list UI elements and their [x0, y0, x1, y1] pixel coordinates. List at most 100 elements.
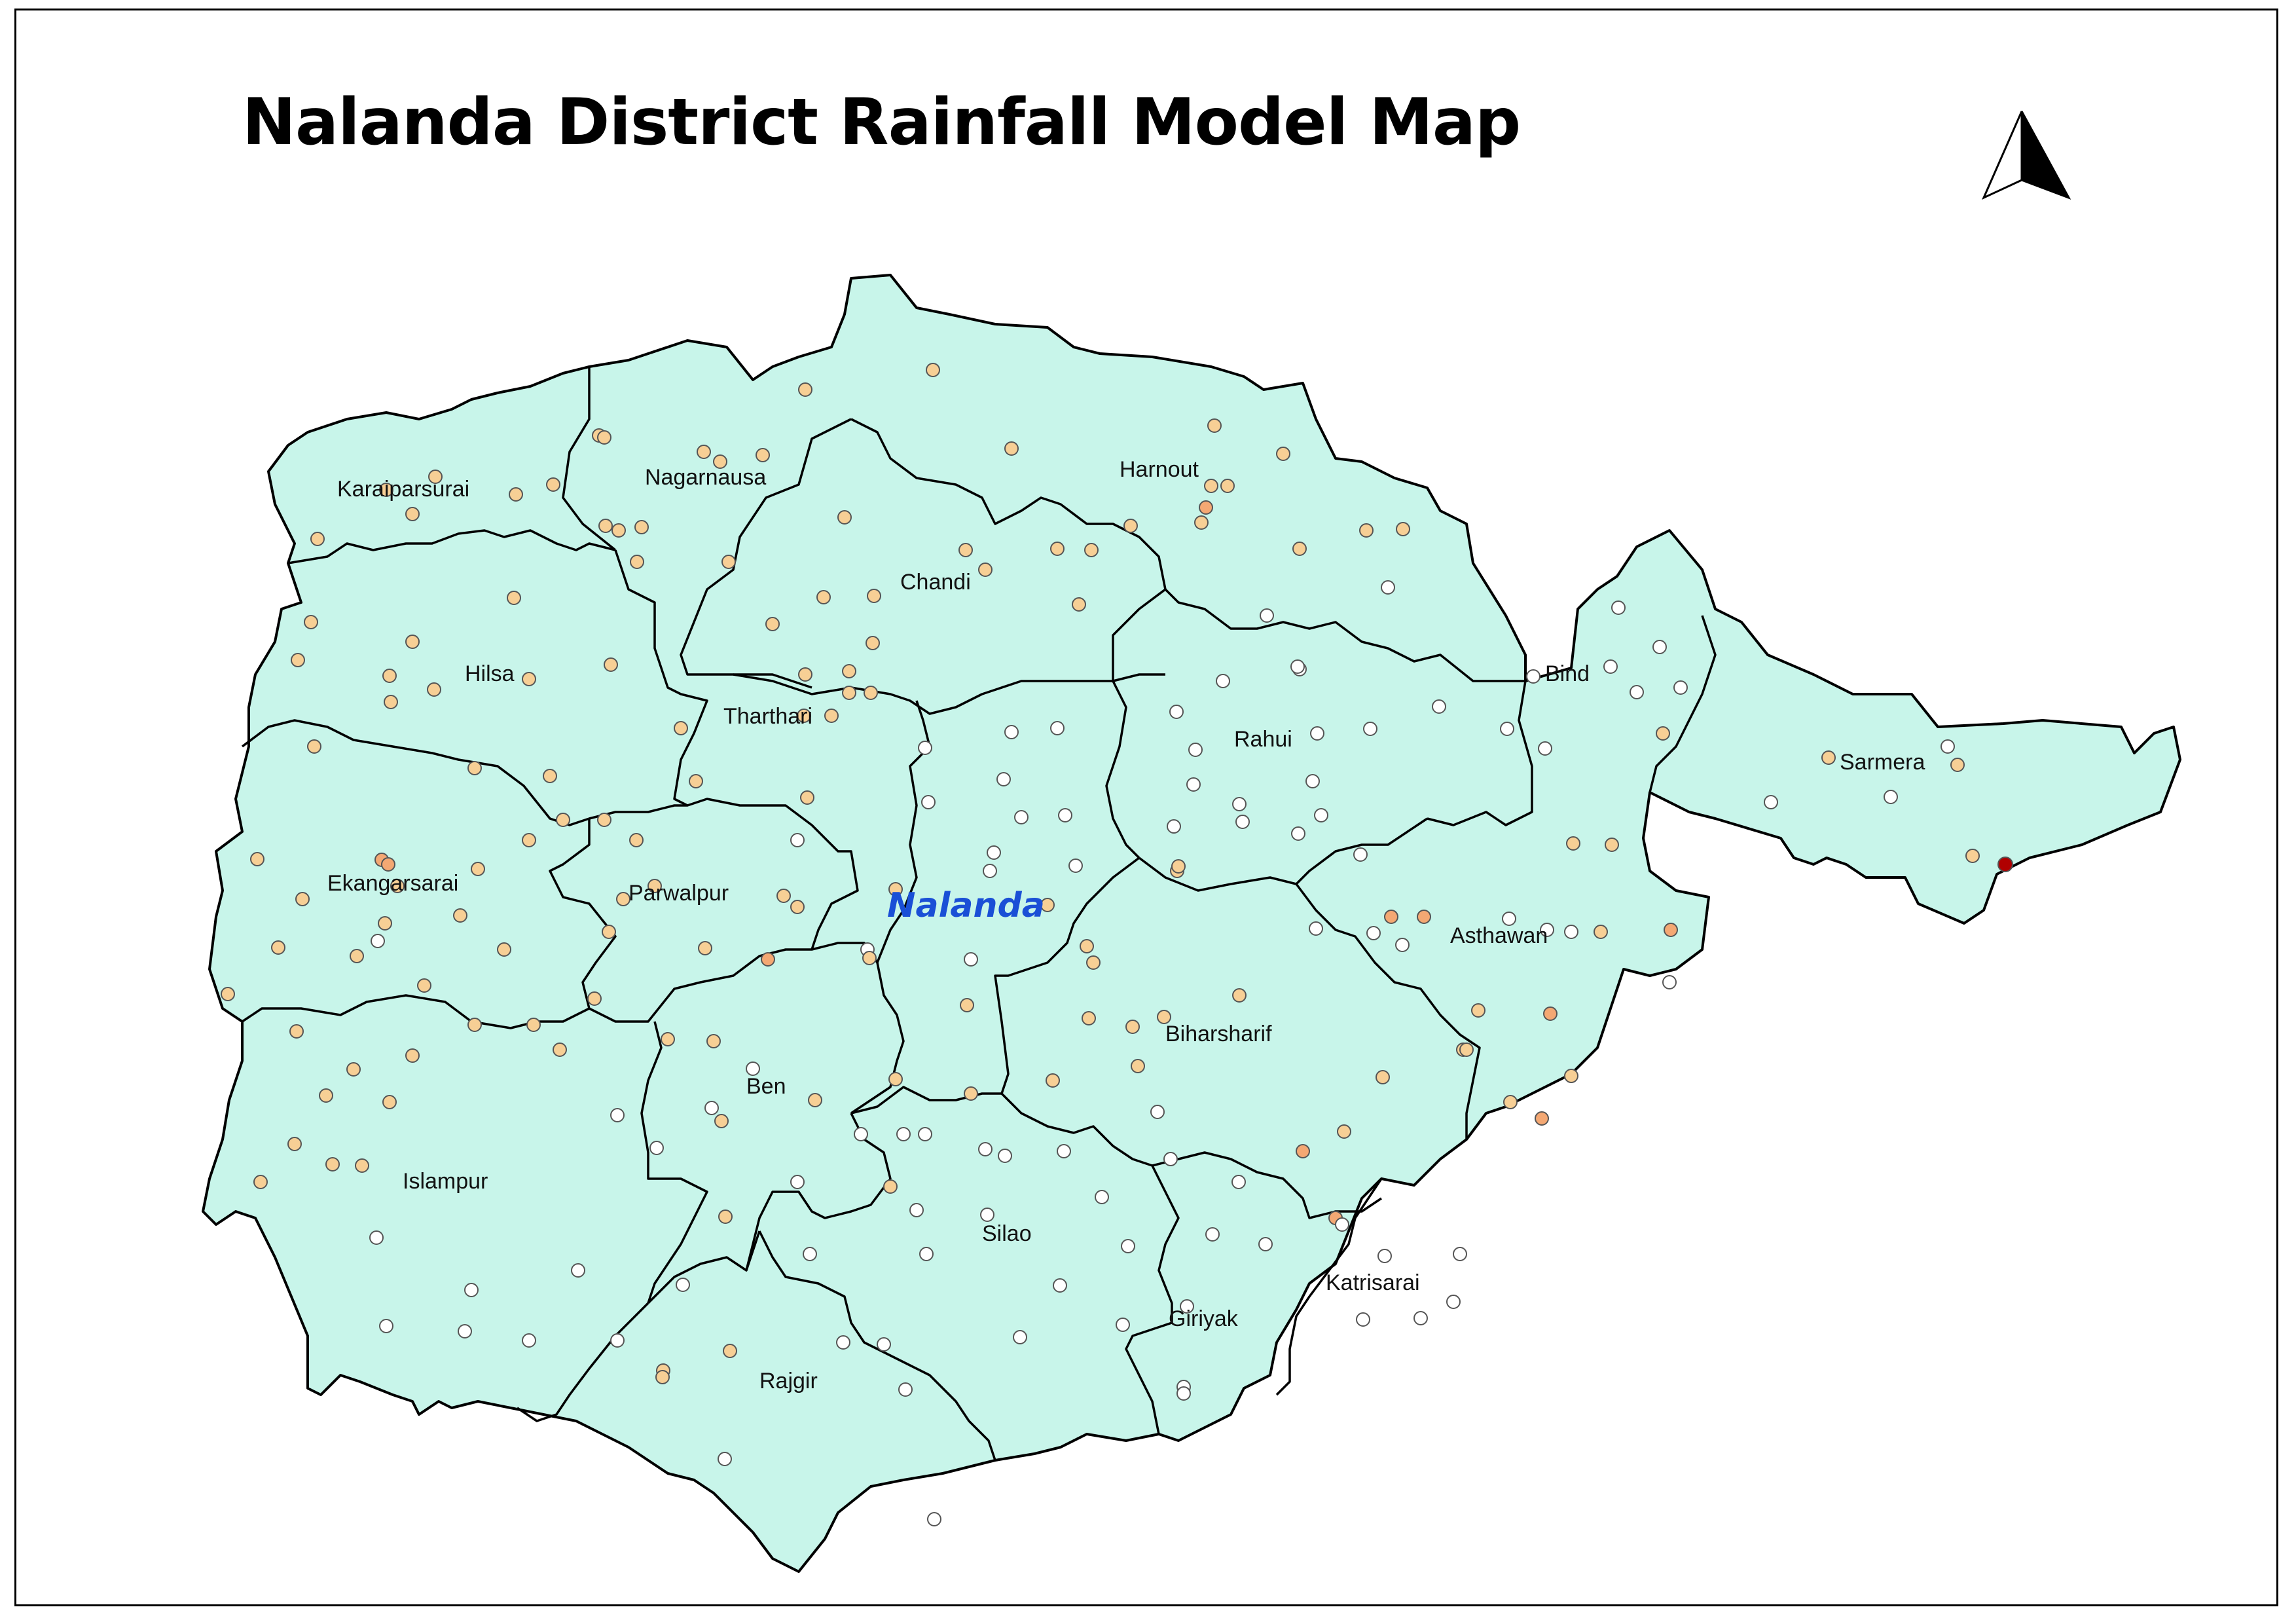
rain-gauge-point [307, 739, 321, 754]
boundary-parwalpur-ben [589, 942, 879, 1023]
rain-gauge-point [1050, 721, 1065, 735]
boundary-tharthari-chandi [733, 673, 1165, 715]
rain-gauge-point [980, 1208, 994, 1222]
block-label-chandi: Chandi [900, 570, 971, 595]
rain-gauge-point [896, 1127, 911, 1141]
rain-gauge-point [1377, 1249, 1392, 1263]
rain-gauge-point [698, 941, 712, 955]
boundary-nalanda-biharsharif [994, 857, 1140, 1094]
rain-gauge-point [1082, 1011, 1096, 1025]
block-label-harnout: Harnout [1120, 457, 1199, 482]
rain-gauge-point [304, 615, 318, 629]
block-label-bind: Bind [1545, 661, 1590, 686]
rain-gauge-point [522, 1333, 536, 1348]
rain-gauge-point [1673, 680, 1688, 695]
rain-gauge-point [1186, 777, 1201, 792]
rain-gauge-point [960, 998, 974, 1012]
rain-gauge-point [676, 1278, 690, 1292]
rain-gauge-point [866, 636, 880, 650]
rain-gauge-point [797, 709, 811, 723]
rain-gauge-point [1232, 797, 1247, 811]
rain-gauge-point [674, 721, 688, 735]
map-frame [14, 9, 2278, 1606]
rain-gauge-point [1040, 898, 1055, 912]
rain-gauge-point [883, 1179, 898, 1194]
rain-gauge-point [1965, 849, 1980, 863]
rain-gauge-point [798, 382, 812, 397]
rain-gauge-point [1235, 815, 1250, 829]
block-label-giriyak: Giriyak [1169, 1306, 1239, 1331]
rain-gauge-points [221, 363, 2013, 1526]
rain-gauge-point [1260, 608, 1274, 623]
rain-gauge-point [587, 991, 602, 1006]
rain-gauge-point [842, 686, 856, 700]
rain-gauge-point [1564, 925, 1578, 939]
rain-gauge-point [253, 1175, 268, 1189]
rain-gauge-point [998, 1149, 1012, 1163]
rain-gauge-point [1116, 1318, 1130, 1332]
rain-gauge-point [723, 1344, 737, 1358]
boundary-islampur-ben [640, 1021, 708, 1304]
rain-gauge-point [647, 879, 662, 893]
rain-gauge-point [497, 942, 511, 957]
rain-gauge-point [1309, 921, 1323, 936]
block-label-nagarnausa: Nagarnausa [645, 465, 766, 490]
rain-gauge-point [927, 1512, 941, 1526]
rain-gauge-point [379, 1319, 393, 1333]
rain-gauge-point [405, 507, 420, 521]
rain-gauge-point [800, 790, 814, 805]
block-label-ben: Ben [746, 1074, 786, 1099]
rain-gauge-point [1171, 859, 1186, 874]
boundary-asthawan-biharsharif [1295, 883, 1481, 1139]
rain-gauge-point [1231, 1175, 1246, 1189]
rain-gauge-point [1363, 722, 1377, 736]
rain-gauge-point [816, 590, 831, 604]
block-boundaries [241, 367, 1717, 1461]
block-label-asthawan: Asthawan [1450, 923, 1548, 948]
rain-gauge-point [824, 709, 839, 723]
rain-gauge-point [611, 523, 626, 538]
rain-gauge-point [1131, 1059, 1145, 1073]
rain-gauge-point [467, 1018, 482, 1032]
boundary-karaiparsurai-nagarnausa [562, 367, 617, 551]
rain-gauge-point [1207, 418, 1222, 433]
rain-gauge-point [471, 862, 485, 876]
rain-gauge-point [417, 978, 431, 993]
rain-gauge-point [427, 682, 441, 697]
rain-gauge-point [1194, 515, 1209, 530]
rain-gauge-point [1564, 1069, 1578, 1083]
rain-gauge-point [1662, 975, 1677, 989]
rain-gauge-point [610, 1333, 625, 1348]
boundary-harnout-rahui [1164, 588, 1525, 682]
rain-gauge-point [1058, 808, 1072, 822]
rain-gauge-point [661, 1032, 675, 1046]
rain-gauge-point [458, 1324, 472, 1338]
rain-gauge-point [1086, 955, 1101, 970]
rain-gauge-point [598, 519, 613, 533]
rain-gauge-point [221, 987, 235, 1001]
rain-gauge-point [1395, 938, 1410, 952]
rain-gauge-point [291, 653, 305, 667]
block-label-katrisarai: Katrisarai [1326, 1270, 1420, 1295]
rain-gauge-point [371, 934, 385, 948]
rain-gauge-point [1335, 1217, 1349, 1232]
rain-gauge-point [382, 669, 397, 683]
rain-gauge-point [983, 864, 997, 878]
rain-gauge-point [1535, 1111, 1549, 1126]
rain-gauge-point [571, 1263, 585, 1278]
rain-gauge-point [704, 1101, 719, 1115]
rain-gauge-point [610, 1108, 625, 1122]
block-label-rahui: Rahui [1234, 727, 1292, 752]
rain-gauge-point [1664, 923, 1678, 937]
rain-gauge-point [289, 1024, 304, 1039]
rain-gauge-point [1611, 600, 1626, 615]
rain-gauge-point [718, 1452, 732, 1466]
rain-gauge-point [1050, 542, 1065, 556]
block-label-sarmera: Sarmera [1840, 750, 1925, 775]
rain-gauge-point [718, 1209, 733, 1224]
boundary-biharsharif-giriyak [1152, 1151, 1382, 1219]
rain-gauge-point [714, 1114, 729, 1128]
block-label-ekangarsarai: Ekangarsarai [327, 871, 458, 896]
block-label-hilsa: Hilsa [465, 661, 515, 686]
boundary-silao-giriyak [1125, 1165, 1180, 1435]
